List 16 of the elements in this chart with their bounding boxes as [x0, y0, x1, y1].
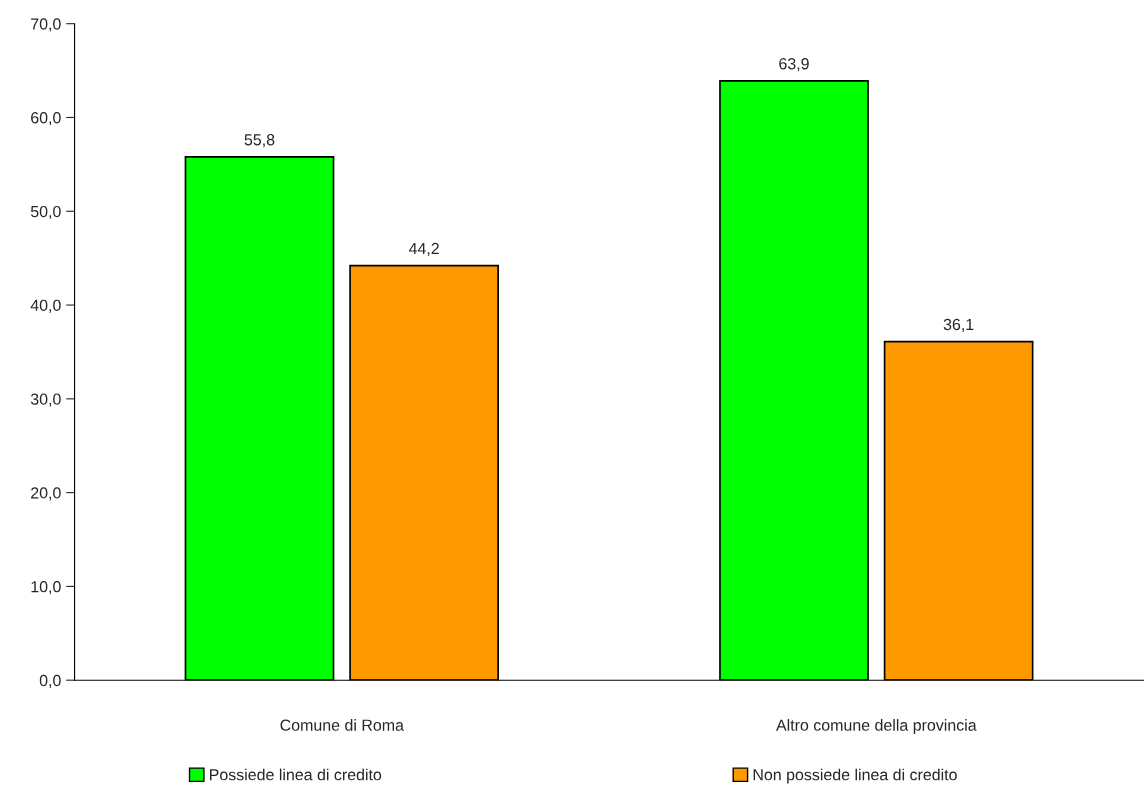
y-tick-label: 60,0 — [31, 112, 61, 126]
data-label: 36,1 — [943, 318, 974, 333]
y-tick-label: 50,0 — [30, 205, 61, 220]
legend-label: Non possiede linea di credito — [753, 768, 957, 784]
x-tick-label: Altro comune della provincia — [776, 719, 977, 734]
data-label: 63,9 — [779, 58, 809, 72]
y-tick-label: 0,0 — [39, 674, 61, 689]
y-tick-label: 30,0 — [30, 393, 61, 407]
y-tick-label: 70,0 — [31, 18, 61, 32]
y-tick-label: 40,0 — [30, 299, 61, 313]
data-label: 44,2 — [408, 242, 439, 257]
y-tick-label: 20,0 — [31, 487, 61, 501]
legend-label: Possiede linea di credito — [210, 768, 382, 781]
y-tick-label: 10,0 — [31, 581, 61, 595]
x-tick-label: Comune di Roma — [280, 719, 404, 731]
data-label: 55,8 — [244, 134, 275, 148]
